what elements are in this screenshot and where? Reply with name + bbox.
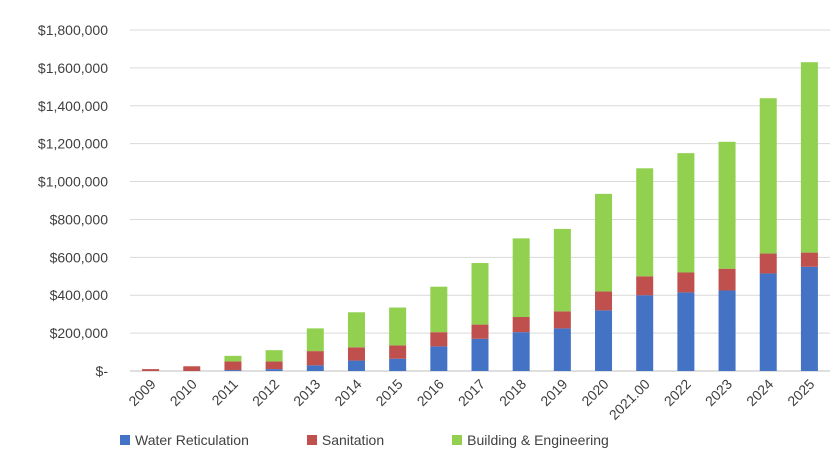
y-tick-label: $1,200,000 xyxy=(38,136,108,152)
bar-segment-water-reticulation xyxy=(595,310,613,371)
bar-segment-building-engineering xyxy=(430,286,448,333)
y-axis-ticks: $- $200,000 $400,000 $600,000 $800,000 $1,000… xyxy=(38,22,108,379)
bar-segment-water-reticulation xyxy=(265,369,283,371)
bar-segment-sanitation xyxy=(595,291,613,311)
y-tick-label: $800,000 xyxy=(50,211,109,227)
x-tick-label: 2019 xyxy=(537,376,570,409)
y-tick-label: $- xyxy=(96,363,109,379)
bar-segment-building-engineering xyxy=(512,238,530,318)
bar-segment-building-engineering xyxy=(553,228,571,312)
legend-item-building-engineering: Building & Engineering xyxy=(452,432,609,448)
bar-segment-water-reticulation xyxy=(718,290,736,371)
y-tick-label: $600,000 xyxy=(50,249,109,265)
legend-swatch-building-engineering xyxy=(452,435,463,445)
bar-segment-sanitation xyxy=(553,311,571,329)
x-tick-label: 2022 xyxy=(661,376,694,409)
bars xyxy=(142,62,818,371)
y-tick-label: $1,400,000 xyxy=(38,98,108,114)
bar-segment-water-reticulation xyxy=(224,370,242,371)
bar-segment-water-reticulation xyxy=(759,273,777,371)
bar-segment-water-reticulation xyxy=(553,328,571,371)
legend-swatch-water-reticulation xyxy=(120,435,130,445)
x-tick-label: 2016 xyxy=(414,376,447,409)
bar-segment-sanitation xyxy=(677,272,695,293)
bar-segment-sanitation xyxy=(430,332,448,347)
bar-segment-sanitation xyxy=(389,345,407,359)
y-tick-label: $400,000 xyxy=(50,287,109,303)
legend-item-water-reticulation: Water Reticulation xyxy=(120,432,249,448)
x-tick-label: 2011 xyxy=(208,376,241,409)
bar-segment-sanitation xyxy=(471,324,489,339)
x-tick-label: 2018 xyxy=(496,376,529,409)
bar-segment-building-engineering xyxy=(677,153,695,273)
bar-segment-sanitation xyxy=(306,351,324,366)
x-tick-label: 2020 xyxy=(578,376,611,409)
legend-item-sanitation: Sanitation xyxy=(306,432,385,448)
bar-segment-water-reticulation xyxy=(347,360,365,371)
bar-segment-sanitation xyxy=(636,276,654,296)
x-tick-label: 2009 xyxy=(125,376,158,409)
bar-segment-building-engineering xyxy=(636,168,654,277)
bar-segment-sanitation xyxy=(347,347,365,361)
y-tick-label: $200,000 xyxy=(50,325,109,341)
x-axis-ticks: 2009 2010 2011 2012 2013 2014 2015 2016 2017 2018… xyxy=(125,376,817,423)
legend: Water Reticulation Sanitation Building &… xyxy=(120,432,609,448)
bar-segment-sanitation xyxy=(718,268,736,291)
bar-segment-building-engineering xyxy=(265,350,283,362)
bar-segment-building-engineering xyxy=(224,355,242,362)
y-tick-label: $1,800,000 xyxy=(38,22,108,38)
bar-segment-building-engineering xyxy=(759,98,777,254)
bar-segment-building-engineering xyxy=(389,307,407,346)
legend-label-building-engineering: Building & Engineering xyxy=(467,432,609,448)
legend-label-water-reticulation: Water Reticulation xyxy=(135,432,249,448)
bar-segment-water-reticulation xyxy=(512,332,530,371)
bar-segment-water-reticulation xyxy=(430,346,448,371)
bar-segment-building-engineering xyxy=(800,62,818,253)
bar-segment-sanitation xyxy=(265,361,283,370)
x-tick-label: 2025 xyxy=(784,376,817,409)
bar-segment-sanitation xyxy=(800,252,818,267)
x-tick-label: 2023 xyxy=(702,376,735,409)
legend-label-sanitation: Sanitation xyxy=(321,432,385,448)
bar-segment-sanitation xyxy=(512,317,530,333)
x-tick-label: 2021.00 xyxy=(606,376,653,423)
x-tick-label: 2015 xyxy=(372,376,405,409)
x-tick-label: 2014 xyxy=(331,376,364,409)
bar-segment-sanitation xyxy=(224,361,242,371)
bar-segment-water-reticulation xyxy=(636,295,654,371)
y-tick-label: $1,600,000 xyxy=(38,60,108,76)
legend-swatch-sanitation xyxy=(306,435,317,445)
bar-segment-sanitation xyxy=(183,366,201,371)
bar-segment-water-reticulation xyxy=(800,266,818,371)
bar-segment-water-reticulation xyxy=(389,358,407,371)
bar-segment-sanitation xyxy=(142,369,160,371)
bar-segment-water-reticulation xyxy=(471,338,489,371)
bar-segment-building-engineering xyxy=(471,263,489,325)
bar-segment-building-engineering xyxy=(718,141,736,269)
x-tick-label: 2013 xyxy=(290,376,323,409)
x-tick-label: 2024 xyxy=(743,376,776,409)
x-tick-label: 2017 xyxy=(455,376,488,409)
y-tick-label: $1,000,000 xyxy=(38,174,108,190)
x-tick-label: 2012 xyxy=(249,376,282,409)
bar-segment-water-reticulation xyxy=(306,365,324,371)
bar-segment-building-engineering xyxy=(347,312,365,348)
x-tick-label: 2010 xyxy=(167,376,200,409)
bar-segment-building-engineering xyxy=(595,193,613,292)
gridlines xyxy=(130,29,830,372)
bar-segment-building-engineering xyxy=(306,328,324,352)
bar-segment-sanitation xyxy=(759,253,777,274)
bar-segment-water-reticulation xyxy=(677,292,695,371)
